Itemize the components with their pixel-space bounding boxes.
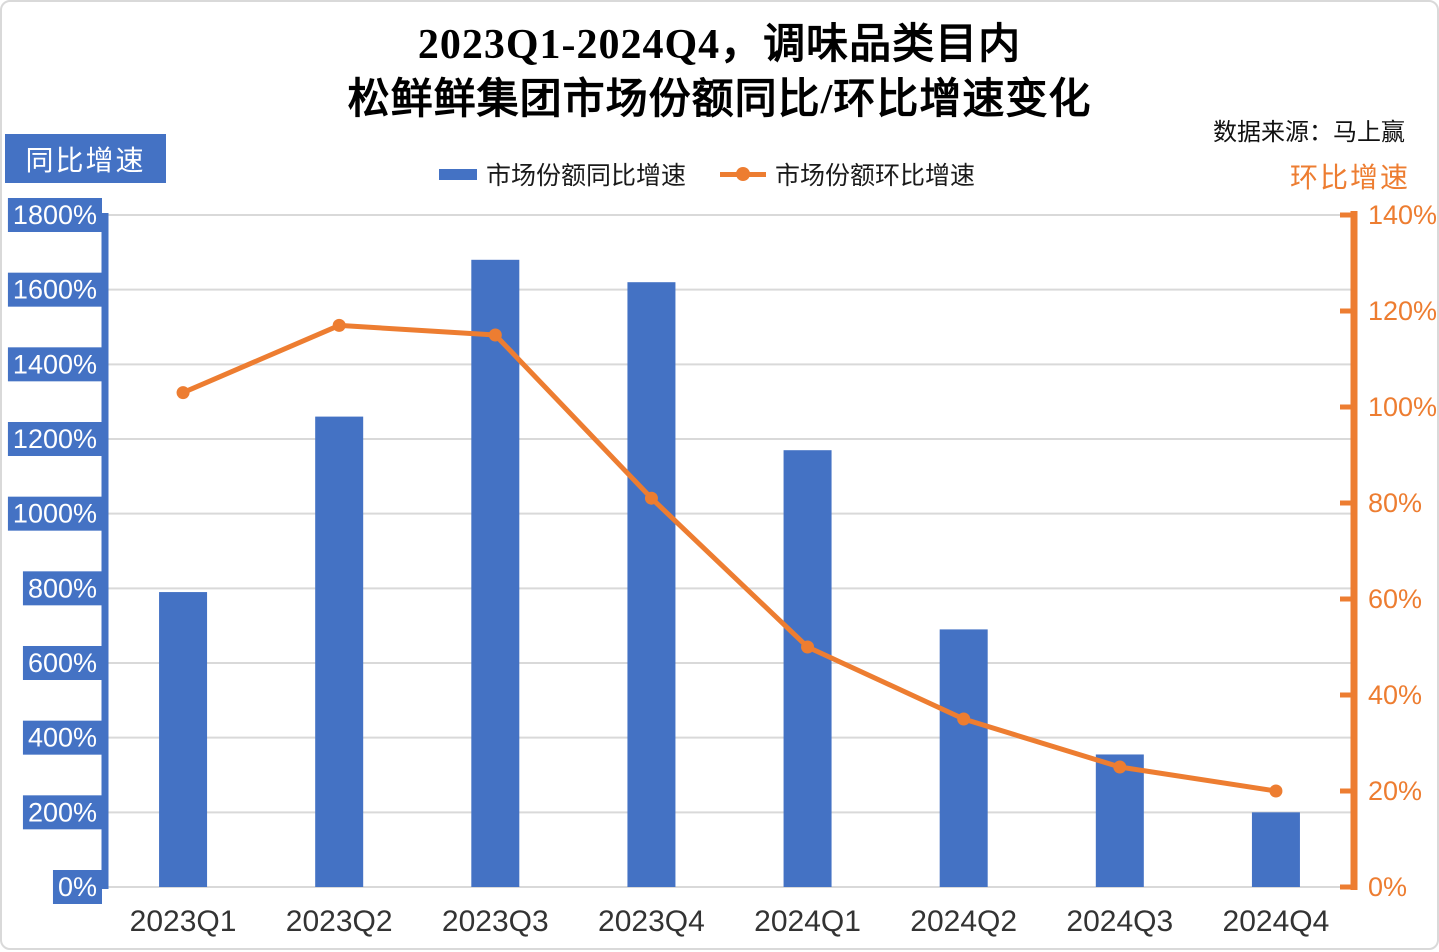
- bar-2024Q2: [939, 629, 988, 887]
- marker-2024Q3: [1113, 760, 1127, 774]
- left-axis-labels: 0% 200% 400% 600% 800% 1000% 1200% 1400% 1600% 18…: [7, 198, 102, 904]
- bar-2023Q3: [471, 259, 520, 887]
- left-tick-label: 1800%: [7, 198, 102, 232]
- left-tick-label: 0%: [52, 870, 102, 904]
- left-tick-label: 800%: [22, 571, 102, 606]
- left-tick-chip: [7, 422, 102, 456]
- marker-2023Q4: [644, 491, 658, 505]
- gridlines: [105, 214, 1354, 888]
- left-tick-label: 1400%: [7, 347, 102, 382]
- left-tick-text: 0%: [58, 872, 97, 902]
- legend-item-yoy: 市场份额同比增速: [439, 156, 686, 192]
- right-tick-label: 0%: [1368, 872, 1407, 902]
- left-tick-label: 400%: [22, 720, 102, 755]
- bar-2023Q2: [315, 416, 364, 887]
- left-tick-text: 1000%: [13, 499, 97, 529]
- left-tick-text: 200%: [28, 797, 97, 827]
- line-series: [180, 322, 1279, 794]
- left-tick-label: 1000%: [7, 496, 102, 531]
- chart-title-line2: 松鲜鲜集团市场份额同比/环比增速变化: [347, 77, 1092, 123]
- left-tick-chip: [7, 198, 102, 232]
- x-axis-label: 2023Q3: [442, 905, 549, 938]
- left-tick-chip: [22, 571, 102, 606]
- legend-label-yoy: 市场份额同比增速: [486, 163, 687, 190]
- right-axis-title: 环比增速: [1289, 163, 1410, 194]
- x-axis-label: 2024Q1: [754, 905, 861, 938]
- left-tick-text: 600%: [28, 648, 97, 678]
- legend-item-qoq: 市场份额环比增速: [720, 156, 975, 192]
- legend: 市场份额同比增速 市场份额环比增速: [439, 158, 975, 190]
- bar-2024Q3: [1095, 754, 1144, 887]
- line-swatch-icon: [720, 167, 767, 181]
- x-axis-label: 2024Q2: [910, 905, 1017, 938]
- legend-label-qoq: 市场份额环比增速: [775, 163, 976, 190]
- chart-title-line1: 2023Q1-2024Q4，调味品类目内: [417, 22, 1022, 68]
- right-tick-label: 20%: [1368, 776, 1422, 806]
- left-axis-title: 同比增速: [5, 134, 166, 183]
- right-tick-label: 120%: [1368, 296, 1437, 326]
- left-tick-chip: [52, 870, 102, 904]
- left-tick-label: 600%: [22, 646, 102, 680]
- bar-swatch-icon: [439, 168, 477, 180]
- left-tick-label: 1200%: [7, 422, 102, 456]
- bar-2023Q4: [627, 282, 676, 887]
- left-tick-text: 1600%: [13, 275, 97, 305]
- x-axis-label: 2023Q2: [286, 905, 393, 938]
- left-tick-chip: [7, 272, 102, 307]
- data-source-note: 数据来源：马上赢: [1213, 120, 1405, 146]
- marker-2023Q3: [488, 328, 502, 342]
- bar-2024Q4: [1251, 812, 1300, 887]
- left-tick-chip: [22, 795, 102, 830]
- left-tick-chip: [22, 720, 102, 755]
- x-axis-label: 2023Q1: [130, 905, 237, 938]
- marker-2024Q4: [1269, 784, 1283, 798]
- x-axis-label: 2024Q3: [1066, 905, 1173, 938]
- left-tick-text: 1400%: [13, 349, 97, 379]
- right-axis-labels: 0% 20% 40% 60% 80% 100% 120% 140%: [1368, 200, 1437, 902]
- left-tick-label: 1600%: [7, 272, 102, 307]
- right-tick-label: 40%: [1368, 680, 1422, 710]
- x-axis-label: 2023Q4: [598, 905, 705, 938]
- left-tick-text: 400%: [28, 723, 97, 753]
- left-tick-text: 1800%: [13, 200, 97, 230]
- left-tick-chip: [22, 646, 102, 680]
- marker-2023Q2: [332, 318, 346, 332]
- marker-2024Q1: [801, 640, 815, 654]
- left-tick-chip: [7, 347, 102, 382]
- x-axis-label: 2024Q4: [1223, 905, 1330, 938]
- line-marker-dot-icon: [736, 167, 751, 181]
- left-tick-chip: [7, 496, 102, 531]
- right-axis-ticks: [1340, 212, 1351, 890]
- left-tick-label: 200%: [22, 795, 102, 830]
- left-axis-line: [101, 213, 109, 889]
- right-tick-label: 140%: [1368, 200, 1437, 230]
- left-tick-text: 1200%: [13, 424, 97, 454]
- line-markers: [176, 318, 1283, 798]
- bar-series: [159, 259, 1300, 887]
- marker-2023Q1: [176, 386, 190, 400]
- bar-2024Q1: [783, 450, 832, 887]
- x-axis-labels: 2023Q1 2023Q2 2023Q3 2023Q4 2024Q1 2024Q2 2024…: [130, 905, 1330, 938]
- bar-2023Q1: [159, 592, 208, 887]
- right-tick-label: 60%: [1368, 584, 1422, 614]
- marker-2024Q2: [957, 712, 971, 726]
- chart-title: 2023Q1-2024Q4，调味品类目内 松鲜鲜集团市场份额同比/环比增速变化: [2, 18, 1437, 128]
- left-tick-text: 800%: [28, 573, 97, 603]
- right-tick-label: 80%: [1368, 488, 1422, 518]
- right-tick-label: 100%: [1368, 392, 1437, 422]
